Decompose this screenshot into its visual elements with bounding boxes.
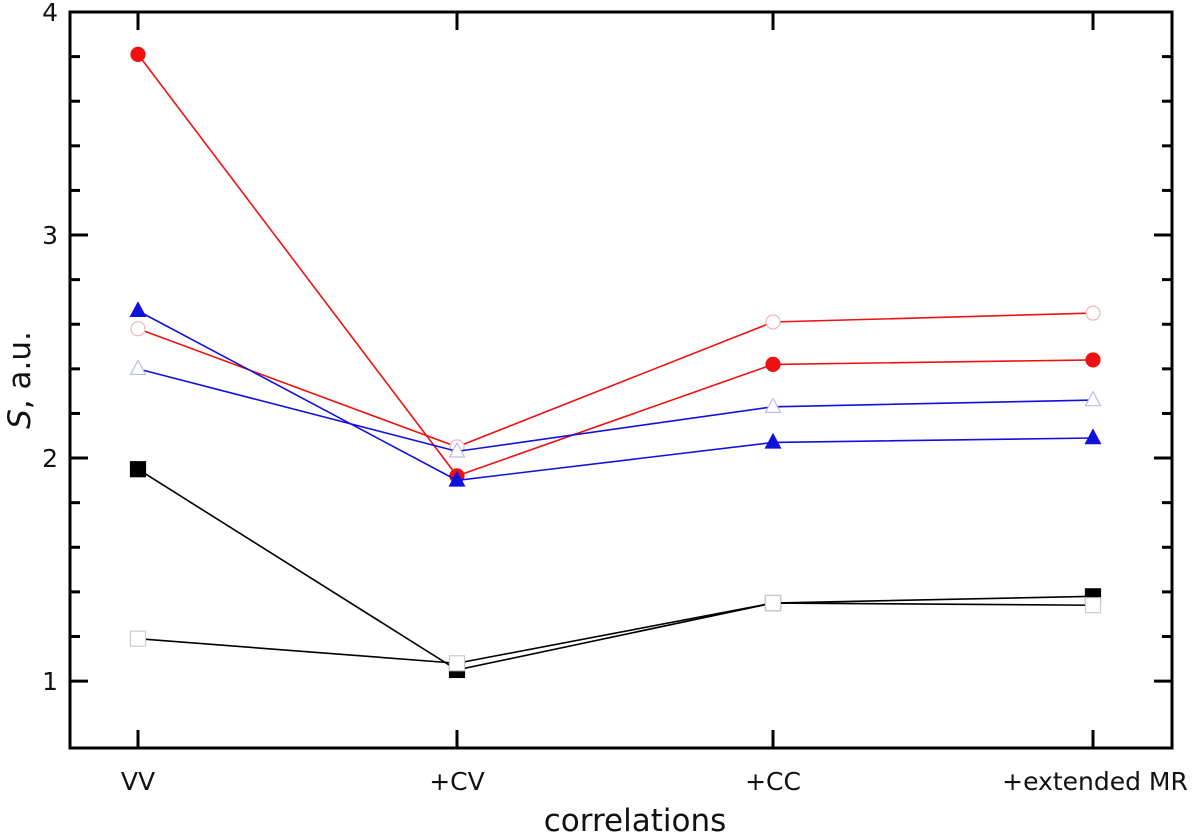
data-point (765, 314, 781, 330)
data-point (1084, 597, 1102, 614)
series-line (137, 53, 1094, 477)
data-point (1085, 305, 1101, 321)
series-line (137, 468, 1094, 671)
x-tick-label: VV (121, 767, 155, 796)
axis-labels: correlations S, a.u. (2, 331, 726, 836)
series-black-filled-square (129, 461, 1102, 679)
y-tick-label: 2 (42, 444, 58, 473)
y-axis-unit: , a.u. (2, 331, 38, 409)
y-axis-symbol: S (2, 409, 38, 429)
x-tick-label: +CV (429, 767, 485, 796)
x-axis-title: correlations (544, 803, 727, 836)
data-point (129, 301, 147, 318)
data-point (448, 441, 466, 458)
data-point (129, 630, 147, 647)
series-black-open-square (129, 594, 1102, 672)
y-axis-title: S, a.u. (2, 331, 38, 429)
y-tick-label: 4 (42, 0, 58, 27)
plot-frame (68, 10, 1174, 750)
y-tick-label: 3 (42, 221, 58, 250)
series-line (137, 368, 1094, 453)
series-red-open-circle (130, 305, 1101, 455)
x-tick-label: +CC (745, 767, 801, 796)
series-red-filled-circle (130, 46, 1101, 484)
data-point (130, 321, 146, 337)
x-tick-label: +extended MR (1002, 767, 1188, 796)
data-point (129, 359, 147, 376)
data-point (448, 655, 466, 672)
data-point (764, 397, 782, 413)
axis-ticks: 1 2 3 4 VV +CV +CC +extended MR (42, 0, 1188, 796)
series-layer (129, 46, 1102, 679)
data-point (1084, 390, 1102, 407)
y-tick-label: 1 (42, 667, 58, 696)
data-point (1084, 428, 1102, 445)
plot-border (68, 10, 1174, 750)
series-line (137, 312, 1094, 448)
data-point (765, 356, 781, 372)
data-point (130, 46, 146, 62)
series-line (137, 310, 1094, 482)
data-point (448, 470, 466, 487)
series-blue-filled-triangle (129, 301, 1102, 487)
data-point (764, 594, 782, 612)
data-point (129, 461, 147, 478)
series-line (137, 602, 1094, 665)
data-point (764, 432, 782, 449)
series-blue-open-triangle (129, 359, 1102, 458)
data-point (1085, 352, 1101, 368)
